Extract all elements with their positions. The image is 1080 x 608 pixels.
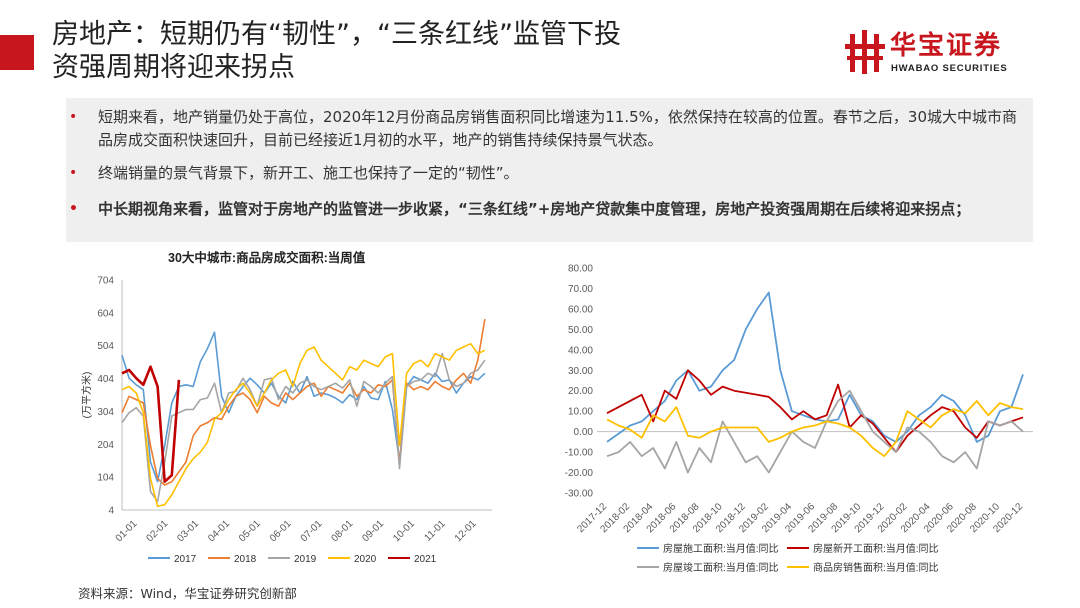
y-tick-label: 80.00 [568, 264, 593, 275]
legend-label: 房屋新开工面积:当月值:同比 [813, 542, 939, 555]
logo-en-text: HWABAO SECURITIES [891, 63, 1008, 74]
series-line-2018 [121, 318, 486, 486]
y-tick-label: 0.00 [574, 427, 594, 438]
legend-label: 2021 [414, 554, 437, 565]
y-tick-label: -20.00 [565, 468, 594, 479]
legend-label: 2017 [174, 554, 197, 565]
left-chart-title: 30大中城市:商品房成交面积:当周值 [168, 251, 366, 265]
x-tick-label: 10-01 [391, 518, 417, 544]
y-tick-label: 20.00 [568, 386, 593, 397]
legend-label: 商品房销售面积:当月值:同比 [813, 561, 939, 574]
page-title-line2: 资强周期将迎来拐点 [52, 52, 295, 83]
page-title-line1: 房地产：短期仍有“韧性”，“三条红线”监管下投 [52, 19, 621, 50]
data-source-note: 资料来源：Wind，华宝证券研究创新部 [78, 586, 297, 601]
y-tick-label: 60.00 [568, 304, 593, 315]
y-tick-label: 50.00 [568, 325, 593, 336]
y-axis-label: (万平方米) [80, 372, 93, 419]
series-line-2017 [121, 331, 486, 483]
x-tick-label: 09-01 [360, 518, 386, 544]
bullet-item: • 中长期视角来看，监管对于房地产的监管进一步收紧，“三条红线”+房地产贷款集中… [69, 198, 1018, 221]
title-accent-bar [0, 35, 34, 70]
legend-label: 房屋施工面积:当月值:同比 [663, 542, 779, 555]
x-tick-label: 02-01 [145, 518, 171, 544]
bullet-dot-icon: • [69, 201, 78, 217]
x-tick-label: 12-01 [453, 518, 479, 544]
y-tick-label: 704 [97, 276, 114, 287]
y-tick-label: 604 [97, 308, 114, 319]
series-line-2020 [121, 342, 486, 508]
y-tick-label: 40.00 [568, 345, 593, 356]
y-tick-label: 4 [108, 506, 114, 517]
series-line-2 [606, 389, 1024, 474]
y-tick-label: 304 [97, 407, 114, 418]
legend-label: 2018 [234, 554, 257, 565]
y-tick-label: 204 [97, 440, 114, 451]
right-line-chart: -30.00 -20.00 -10.00 0.00 10.00 20.00 30.00 40.… [565, 264, 1033, 574]
x-tick-label: 03-01 [175, 518, 201, 544]
bullet-text: 终端销量的景气背景下，新开工、施工也保持了一定的“韧性”。 [98, 164, 519, 182]
series-line-0 [606, 291, 1024, 443]
x-tick-label: 04-01 [206, 518, 232, 544]
page-title: 房地产：短期仍有“韧性”，“三条红线”监管下投 资强周期将迎来拐点 [52, 18, 621, 84]
series-line-1 [606, 369, 1024, 454]
x-tick-label: 07-01 [299, 518, 325, 544]
hwabao-logo-mark-icon [845, 30, 885, 74]
company-logo: 华宝证券 HWABAO SECURITIES [845, 30, 1045, 78]
series-line-2019 [121, 352, 486, 503]
x-tick-label: 08-01 [330, 518, 356, 544]
legend-label: 2019 [294, 554, 317, 565]
legend-label: 房屋竣工面积:当月值:同比 [663, 561, 779, 574]
bullet-dot-icon: • [69, 165, 78, 181]
series-line-2021 [121, 365, 181, 483]
y-tick-label: 10.00 [568, 407, 593, 418]
bullet-text: 短期来看，地产销量仍处于高位，2020年12月份商品房销售面积同比增速为11.5… [98, 108, 1018, 149]
left-line-chart: 4 104 204 304 404 504 604 704 (万平方米) 01-01 02-01 03… [80, 276, 492, 565]
x-tick-label: 01-01 [114, 518, 140, 544]
y-tick-label: 104 [97, 473, 114, 484]
y-tick-label: -30.00 [565, 489, 594, 500]
y-tick-label: 30.00 [568, 366, 593, 377]
bullet-dot-icon: • [69, 109, 78, 125]
legend-label: 2020 [354, 554, 377, 565]
bullet-item: • 终端销量的景气背景下，新开工、施工也保持了一定的“韧性”。 [69, 162, 1018, 185]
series-line-3 [606, 400, 1024, 458]
x-tick-label: 05-01 [237, 518, 263, 544]
y-tick-label: -10.00 [565, 448, 594, 459]
y-tick-label: 504 [97, 341, 114, 352]
y-tick-label: 70.00 [568, 284, 593, 295]
x-tick-label: 11-01 [423, 518, 449, 544]
bullet-text: 中长期视角来看，监管对于房地产的监管进一步收紧，“三条红线”+房地产贷款集中度管… [98, 200, 971, 218]
bullet-item: • 短期来看，地产销量仍处于高位，2020年12月份商品房销售面积同比增速为11… [69, 106, 1018, 152]
y-tick-label: 404 [97, 374, 114, 385]
x-tick-label: 06-01 [268, 518, 294, 544]
summary-bullets: • 短期来看，地产销量仍处于高位，2020年12月份商品房销售面积同比增速为11… [66, 98, 1033, 242]
logo-cn-text: 华宝证券 [890, 31, 1003, 61]
